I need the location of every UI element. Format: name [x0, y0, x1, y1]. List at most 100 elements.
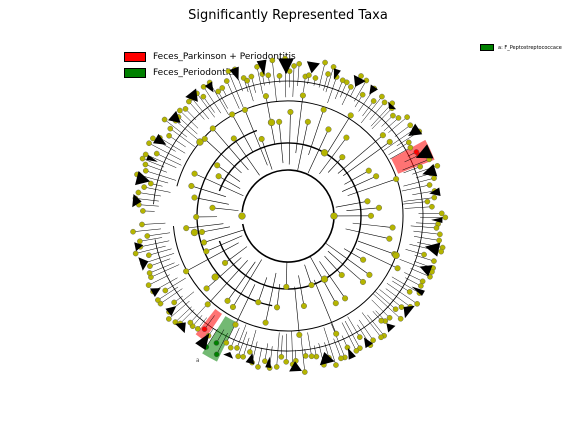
highlight-sector-red: [195, 308, 223, 341]
leaf-wedge: [319, 351, 335, 366]
leaf-edge: [203, 86, 222, 114]
leaf-node: [322, 59, 328, 66]
leaf-node: [213, 340, 220, 346]
inner-edge: [288, 111, 291, 165]
leaf-node: [358, 73, 364, 79]
leaf-node: [227, 344, 234, 351]
leaf-wedge: [388, 101, 397, 110]
inner-edge: [325, 243, 370, 276]
inner-node: [188, 182, 195, 189]
leaf-wedge: [369, 84, 379, 95]
leaf-edge: [416, 222, 439, 225]
inner-node: [333, 330, 340, 337]
leaf-node: [424, 198, 431, 205]
inner-node: [283, 283, 290, 290]
inner-edge: [201, 226, 231, 233]
leaf-edge: [392, 280, 410, 293]
inner-node: [389, 224, 396, 231]
leaf-edge: [217, 91, 229, 109]
leaf-node: [344, 344, 351, 351]
leaf-node: [142, 151, 149, 158]
inner-node: [200, 239, 207, 246]
leaf-edge: [149, 258, 171, 267]
leaf-node: [296, 60, 302, 67]
leaf-edge: [291, 331, 293, 365]
leaf-node: [200, 84, 207, 90]
leaf-edge: [369, 102, 385, 120]
inner-edge: [191, 185, 226, 197]
cladogram-highlight-sectors: [195, 139, 435, 362]
leaf-wedge: [132, 194, 142, 208]
leaf-node: [135, 189, 142, 196]
leaf-node: [418, 283, 424, 289]
inner-node: [183, 225, 190, 232]
leaf-wedge: [138, 257, 149, 271]
leaf-edge: [249, 329, 257, 352]
leaf-edge: [402, 201, 428, 205]
leaf-node: [291, 63, 297, 69]
leaf-node: [370, 337, 376, 344]
leaf-edge: [367, 314, 385, 336]
inner-node: [366, 271, 373, 278]
leaf-edge: [405, 277, 421, 287]
leaf-node: [265, 72, 272, 79]
leaf-edge: [251, 76, 256, 93]
leaf-node: [390, 112, 396, 119]
inner-node: [386, 235, 393, 242]
leaf-edge: [165, 277, 186, 291]
inner-node: [209, 125, 216, 132]
leaf-edge: [236, 324, 247, 349]
leaf-node: [187, 319, 194, 326]
inner-edge: [265, 272, 277, 323]
leaf-node: [167, 125, 174, 132]
leaf-edge: [204, 315, 215, 330]
leaf-edge: [327, 76, 337, 104]
leaf-edge: [358, 319, 374, 341]
leaf-node: [142, 161, 149, 168]
inner-edge: [185, 242, 239, 272]
inner-edge: [325, 115, 351, 156]
legend-label: Feces_Parkinson + Periodontitis: [153, 52, 296, 62]
inner-edge: [337, 134, 384, 174]
leaf-node: [234, 345, 240, 351]
leaf-node: [223, 78, 230, 84]
leaf-wedge: [175, 322, 186, 334]
inner-node: [393, 176, 400, 183]
leaf-edge: [344, 320, 361, 349]
cladogram-nodes: [130, 55, 449, 375]
leaf-edge: [354, 80, 367, 102]
leaf-edge: [168, 135, 186, 148]
leaf-edge: [391, 276, 420, 294]
inner-node: [232, 321, 239, 328]
inner-node: [229, 111, 236, 118]
leaf-wedge: [411, 286, 425, 296]
inner-edge: [186, 223, 224, 229]
leaf-edge: [318, 62, 326, 88]
inner-edge: [345, 228, 390, 240]
inner-edge: [319, 137, 347, 175]
inner-edge: [327, 250, 364, 283]
leaf-edge: [148, 248, 172, 256]
leaf-node: [359, 91, 366, 98]
leaf-node: [301, 369, 308, 375]
leaf-wedge: [135, 170, 151, 186]
leaf-edge: [389, 147, 411, 160]
leaf-node: [325, 71, 331, 77]
clade-node: [238, 212, 246, 220]
leaf-edge: [386, 283, 418, 305]
inner-edge: [235, 284, 256, 325]
leaf-edge: [141, 222, 166, 225]
leaf-edge: [341, 322, 357, 351]
inner-edge: [347, 178, 397, 196]
inner-node: [365, 167, 372, 174]
side-legend: a: F_Peptostreptococcace: [480, 44, 562, 51]
inner-node: [215, 173, 222, 180]
inner-node: [214, 162, 221, 169]
leaf-node: [379, 93, 385, 100]
leaf-wedge: [431, 217, 443, 223]
leaf-edge: [347, 316, 360, 338]
inner-node: [373, 173, 380, 180]
leaf-edge: [403, 177, 435, 187]
inner-node: [204, 301, 211, 308]
leaf-node: [283, 359, 289, 365]
